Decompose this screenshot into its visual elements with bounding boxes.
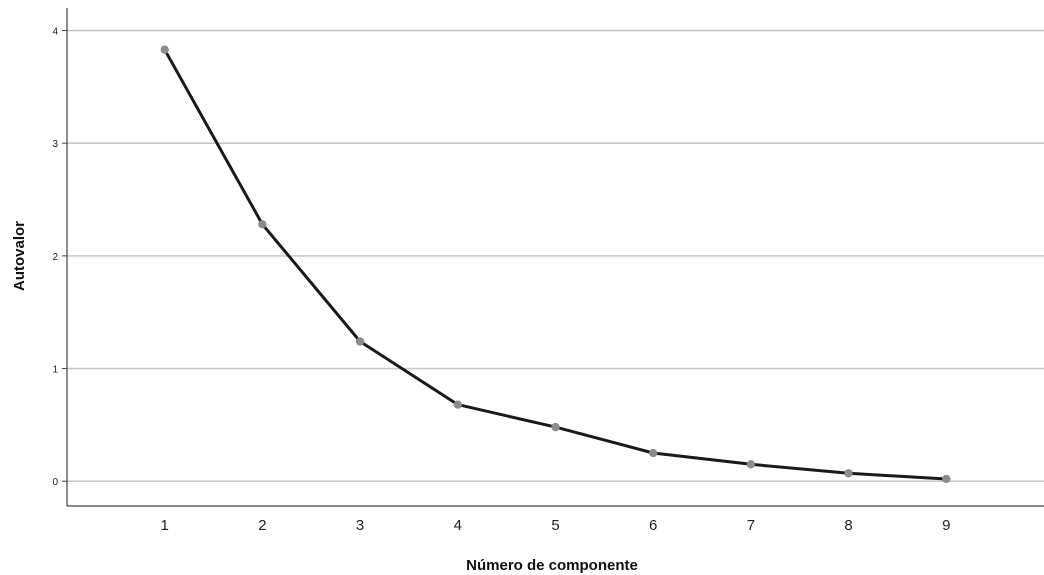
- y-tick-label-2: 2: [52, 252, 58, 263]
- x-tick-labels: 1 2 3 4 5 6 7 8 9: [161, 517, 951, 534]
- x-tick-label-5: 5: [551, 517, 559, 534]
- data-point-4: [453, 400, 462, 409]
- x-tick-label-9: 9: [942, 517, 950, 534]
- x-tick-label-7: 7: [747, 517, 755, 534]
- x-tick-label-8: 8: [844, 517, 852, 534]
- data-point-7: [746, 460, 756, 469]
- y-tick-label-0: 0: [52, 477, 58, 488]
- y-tick-labels: 0 1 2 3 4: [52, 27, 58, 489]
- data-point-1: [160, 45, 169, 54]
- gridlines: [67, 29, 1044, 483]
- data-point-2: [258, 220, 267, 229]
- y-axis-title: Autovalor: [11, 221, 28, 291]
- x-tick-label-2: 2: [258, 517, 266, 534]
- series-line-0: [163, 48, 948, 481]
- data-point-3: [355, 337, 365, 346]
- data-markers: [160, 45, 951, 484]
- data-point-5: [551, 422, 560, 432]
- x-axis-title: Número de componente: [466, 557, 638, 574]
- y-tick-label-4: 4: [52, 27, 58, 38]
- data-point-8: [844, 469, 853, 478]
- data-point-9: [942, 474, 951, 484]
- y-tick-label-1: 1: [52, 365, 58, 376]
- data-point-6: [649, 448, 658, 458]
- x-tick-label-3: 3: [356, 517, 364, 534]
- x-tick-label-1: 1: [161, 517, 169, 534]
- y-tick-label-3: 3: [52, 139, 58, 150]
- axes: [62, 8, 1044, 507]
- series-line: [163, 48, 948, 481]
- x-tick-label-6: 6: [649, 517, 657, 534]
- x-tick-label-4: 4: [454, 517, 462, 534]
